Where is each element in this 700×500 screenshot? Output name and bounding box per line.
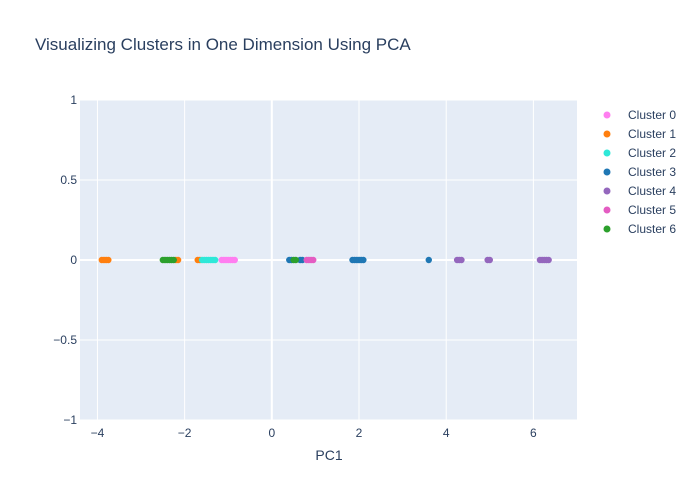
data-point[interactable] [310, 256, 317, 264]
data-point[interactable] [211, 256, 219, 264]
y-tick-label: 0.5 [60, 173, 77, 187]
legend-label: Cluster 1 [628, 127, 676, 141]
series-cluster-5 [303, 256, 317, 264]
legend-item-cluster-2[interactable]: Cluster 2 [603, 146, 677, 160]
data-point[interactable] [360, 256, 367, 264]
legend-label: Cluster 3 [628, 165, 676, 179]
legend-label: Cluster 2 [628, 146, 676, 160]
x-axis-title: PC1 [315, 447, 342, 463]
legend-label: Cluster 4 [628, 184, 676, 198]
x-tick-label: 4 [443, 426, 450, 440]
legend-marker [603, 168, 611, 176]
y-tick-label: 0 [70, 253, 77, 267]
x-tick-label: −4 [91, 426, 105, 440]
legend-marker [603, 149, 611, 157]
series-cluster-2 [198, 256, 219, 264]
legend-marker [603, 111, 611, 119]
data-point[interactable] [545, 256, 552, 264]
legend-label: Cluster 0 [628, 108, 676, 122]
x-axis-ticks: −4 −2 0 2 4 6 [91, 426, 537, 440]
y-tick-label: −1 [63, 413, 77, 427]
legend-item-cluster-6[interactable]: Cluster 6 [603, 222, 677, 236]
legend-marker [603, 187, 611, 195]
legend-marker [603, 206, 611, 214]
y-tick-label: −0.5 [53, 333, 77, 347]
y-tick-label: 1 [70, 93, 77, 107]
x-tick-label: 0 [268, 426, 275, 440]
legend-item-cluster-1[interactable]: Cluster 1 [603, 127, 677, 141]
data-point[interactable] [170, 256, 177, 264]
series-cluster-4 [453, 256, 552, 264]
legend-item-cluster-4[interactable]: Cluster 4 [603, 184, 677, 198]
legend-item-cluster-5[interactable]: Cluster 5 [603, 203, 677, 217]
data-point[interactable] [425, 256, 432, 264]
data-point[interactable] [486, 256, 494, 264]
legend-item-cluster-3[interactable]: Cluster 3 [603, 165, 677, 179]
x-tick-label: 2 [356, 426, 363, 440]
data-points [98, 256, 552, 264]
y-axis-ticks: −1 −0.5 0 0.5 1 [53, 93, 77, 427]
x-tick-label: −2 [178, 426, 192, 440]
series-cluster-6 [159, 256, 300, 264]
legend-marker [603, 225, 611, 233]
legend-label: Cluster 6 [628, 222, 676, 236]
chart-title: Visualizing Clusters in One Dimension Us… [35, 35, 411, 54]
legend-label: Cluster 5 [628, 203, 676, 217]
series-cluster-0 [218, 256, 238, 264]
data-point[interactable] [458, 256, 465, 264]
legend-marker [603, 130, 611, 138]
data-point[interactable] [231, 256, 238, 264]
data-point[interactable] [105, 256, 112, 264]
legend-item-cluster-0[interactable]: Cluster 0 [603, 108, 677, 122]
series-cluster-3 [286, 256, 432, 264]
x-tick-label: 6 [530, 426, 537, 440]
data-point[interactable] [292, 256, 300, 264]
legend[interactable]: Cluster 0 Cluster 1 Cluster 2 Cluster 3 Clus… [603, 108, 677, 236]
